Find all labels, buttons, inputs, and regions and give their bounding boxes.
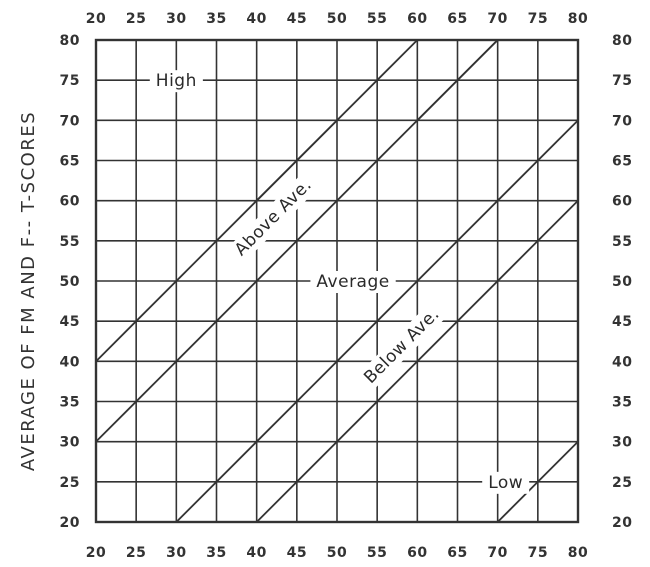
y-tick-right-30: 30 [612,435,632,451]
zone-labels: High Above Ave.Average Below Ave. Low [150,70,529,494]
x-tick-top-80: 80 [568,11,588,27]
y-tick-right-25: 25 [612,475,632,491]
x-tick-top-40: 40 [246,11,266,27]
x-tick-bottom-55: 55 [367,545,387,561]
zone-label-group-4: Low [482,472,529,494]
y-axis-label: AVERAGE OF FM AND F-- T-SCORES [18,111,39,471]
zone-label-2: Average [316,272,389,292]
y-tick-right-55: 55 [612,234,632,250]
x-tick-top-45: 45 [287,11,307,27]
x-tick-bottom-40: 40 [246,545,266,561]
y-tick-right-35: 35 [612,395,632,411]
x-tick-bottom-35: 35 [206,545,226,561]
x-tick-top-20: 20 [86,11,106,27]
y-tick-right-50: 50 [612,274,632,290]
y-tick-left-20: 20 [60,515,80,531]
x-tick-top-35: 35 [206,11,226,27]
y-tick-left-25: 25 [60,475,80,491]
y-tick-right-70: 70 [612,113,632,129]
zone-label-group-3: Below Ave. [355,299,448,392]
y-tick-left-80: 80 [60,33,80,49]
x-tick-top-30: 30 [166,11,186,27]
x-tick-top-70: 70 [487,11,507,27]
y-tick-right-65: 65 [612,154,632,170]
x-tick-bottom-50: 50 [327,545,347,561]
x-tick-top-60: 60 [407,11,427,27]
y-tick-right-40: 40 [612,354,632,370]
zone-label-group-0: High [150,70,203,92]
y-tick-left-30: 30 [60,435,80,451]
x-tick-bottom-25: 25 [126,545,146,561]
y-tick-right-75: 75 [612,73,632,89]
y-tick-right-20: 20 [612,515,632,531]
zone-label-0: High [156,71,197,91]
x-tick-bottom-60: 60 [407,545,427,561]
x-tick-bottom-65: 65 [447,545,467,561]
y-tick-left-75: 75 [60,73,80,89]
x-tick-bottom-45: 45 [287,545,307,561]
y-tick-right-80: 80 [612,33,632,49]
y-tick-left-65: 65 [60,154,80,170]
y-tick-left-50: 50 [60,274,80,290]
x-tick-bottom-30: 30 [166,545,186,561]
x-tick-top-65: 65 [447,11,467,27]
x-tick-bottom-75: 75 [528,545,548,561]
x-tick-top-25: 25 [126,11,146,27]
y-tick-left-40: 40 [60,354,80,370]
zone-label-3: Below Ave. [360,304,444,388]
x-tick-bottom-80: 80 [568,545,588,561]
y-tick-left-70: 70 [60,113,80,129]
x-tick-bottom-20: 20 [86,545,106,561]
y-tick-left-35: 35 [60,395,80,411]
x-tick-bottom-70: 70 [487,545,507,561]
x-tick-top-55: 55 [367,11,387,27]
zone-label-group-2: Average [310,271,395,293]
zone-label-4: Low [488,473,523,493]
zone-label-1: Above Ave. [231,175,316,260]
y-tick-right-45: 45 [612,314,632,330]
x-tick-top-50: 50 [327,11,347,27]
y-tick-left-60: 60 [60,194,80,210]
y-tick-right-60: 60 [612,194,632,210]
y-tick-left-55: 55 [60,234,80,250]
y-tick-left-45: 45 [60,314,80,330]
x-tick-top-75: 75 [528,11,548,27]
